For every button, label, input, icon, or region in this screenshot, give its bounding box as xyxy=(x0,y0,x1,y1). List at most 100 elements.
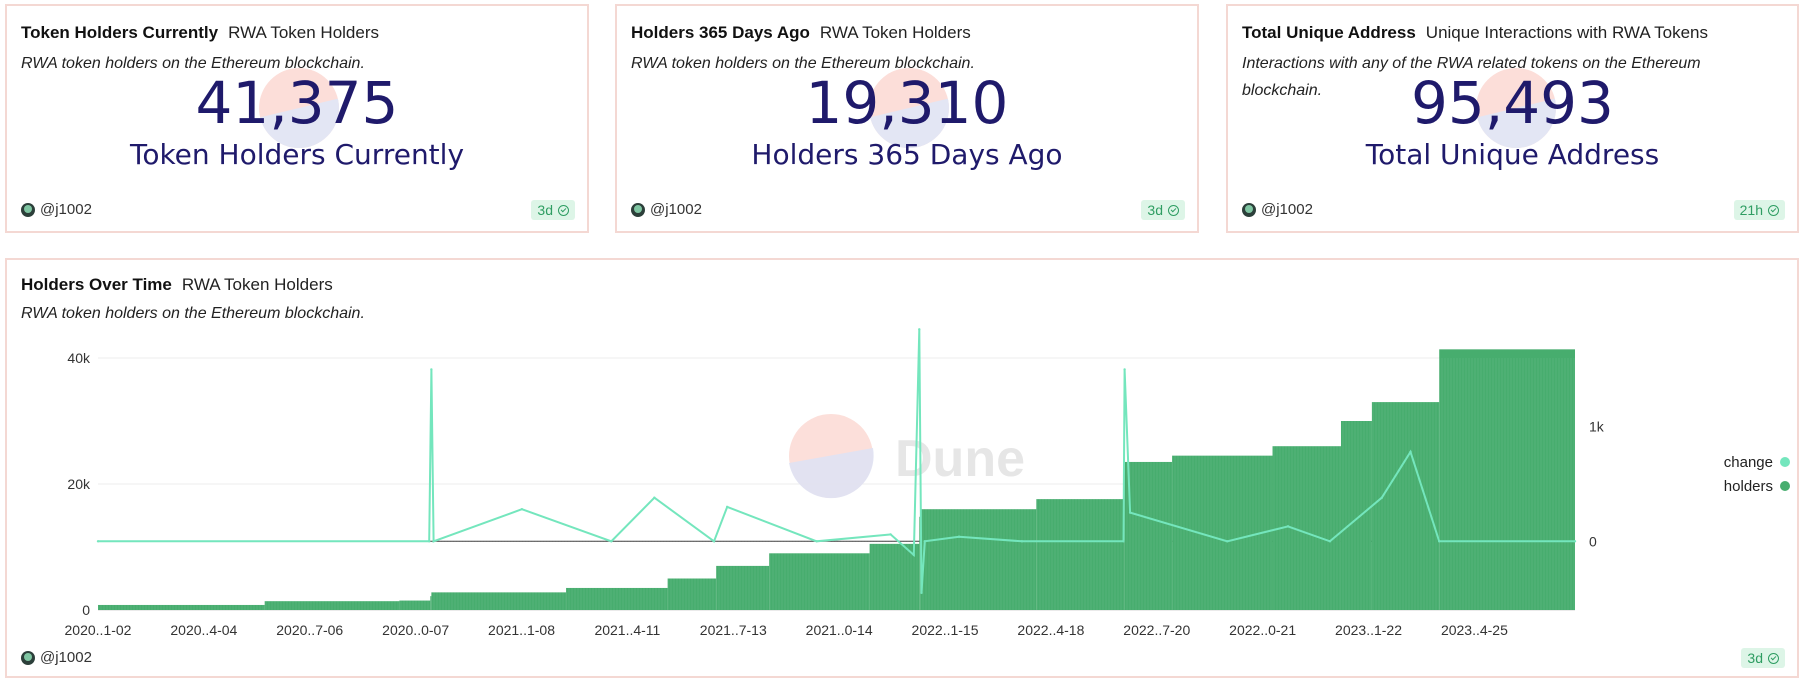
legend-label: change xyxy=(1724,454,1773,471)
change-point xyxy=(726,505,729,509)
counter-card-holders-current[interactable]: Token Holders Currently RWA Token Holders… xyxy=(5,4,589,233)
change-point xyxy=(653,496,656,499)
card-subtitle: RWA Token Holders xyxy=(181,275,333,294)
author-link[interactable]: @j1002 xyxy=(1242,201,1313,218)
holders-bar xyxy=(919,516,921,610)
y-left-tick-label: 0 xyxy=(82,602,90,618)
holders-bar xyxy=(667,578,717,610)
watermark-text: Dune xyxy=(895,430,1025,488)
age-label: 3d xyxy=(1747,650,1763,666)
change-point xyxy=(1286,525,1290,528)
refresh-badge[interactable]: 3d xyxy=(531,200,575,220)
holders-bar xyxy=(98,604,265,610)
counter-card-unique-address[interactable]: Total Unique Address Unique Interactions … xyxy=(1226,4,1799,233)
y-left-tick-label: 40k xyxy=(67,350,91,366)
counter-label: Holders 365 Days Ago xyxy=(751,138,1063,171)
x-tick-label: 2021..7-13 xyxy=(700,622,767,638)
card-description: RWA token holders on the Ethereum blockc… xyxy=(631,55,975,72)
change-point xyxy=(1020,540,1024,543)
x-tick-label: 2023..1-22 xyxy=(1335,622,1402,638)
refresh-badge[interactable]: 21h xyxy=(1733,200,1785,220)
holders-bar xyxy=(1036,499,1124,610)
dune-logo-watermark xyxy=(869,68,949,148)
x-tick-label: 2022..7-20 xyxy=(1123,622,1190,638)
y-left-tick-label: 20k xyxy=(67,476,91,492)
card-title-row: Token Holders Currently RWA Token Holders xyxy=(21,23,379,43)
author-name: @j1002 xyxy=(40,649,92,666)
change-point xyxy=(712,540,716,543)
dune-logo-watermark xyxy=(1476,68,1556,148)
change-point xyxy=(1438,540,1441,543)
age-label: 3d xyxy=(1147,202,1163,218)
age-label: 21h xyxy=(1739,202,1763,218)
avatar xyxy=(21,202,35,217)
change-point xyxy=(957,535,961,538)
holders-bar xyxy=(399,600,431,610)
refresh-badge[interactable]: 3d xyxy=(1741,648,1785,668)
change-point xyxy=(96,540,100,543)
x-tick-label: 2020..7-06 xyxy=(276,622,343,638)
x-tick-label: 2021..1-08 xyxy=(488,622,555,638)
card-description: Interactions with any of the RWA related… xyxy=(1242,55,1701,99)
change-point xyxy=(1128,511,1132,514)
avatar xyxy=(631,202,645,217)
card-title-row: Holders 365 Days Ago RWA Token Holders xyxy=(631,23,971,43)
author-name: @j1002 xyxy=(40,201,92,218)
legend-swatch xyxy=(1780,481,1790,491)
change-point xyxy=(1409,450,1412,454)
avatar xyxy=(21,650,35,665)
age-label: 3d xyxy=(537,202,553,218)
change-point xyxy=(912,553,915,557)
change-point xyxy=(1380,496,1384,499)
change-point xyxy=(1226,540,1229,543)
holders-bar xyxy=(430,596,432,610)
holders-bar xyxy=(869,543,920,610)
holders-bar xyxy=(716,565,770,610)
counter-value: 95,493 xyxy=(1411,69,1614,137)
card-title-row: Total Unique Address Unique Interactions … xyxy=(1242,23,1708,43)
y-right-tick-label: 1k xyxy=(1589,419,1605,435)
holders-chart[interactable]: Dune 0 20k 40k 0 1k 2020..1-02 2020..4-04 2020.… xyxy=(7,310,1797,670)
change-point xyxy=(815,540,818,543)
holders-bar xyxy=(1439,349,1575,610)
author-name: @j1002 xyxy=(650,201,702,218)
change-point xyxy=(1123,368,1126,371)
x-tick-label: 2021..0-14 xyxy=(806,622,873,638)
counter-value: 41,375 xyxy=(195,69,399,137)
change-point xyxy=(889,533,892,536)
x-tick-label: 2022..1-15 xyxy=(912,622,979,638)
dune-logo-watermark xyxy=(259,68,339,148)
card-title: Total Unique Address xyxy=(1242,23,1416,42)
x-tick-label: 2020..4-04 xyxy=(170,622,237,638)
author-link[interactable]: @j1002 xyxy=(21,649,92,666)
card-subtitle: Unique Interactions with RWA Tokens xyxy=(1425,23,1709,42)
counter-card-holders-365[interactable]: Holders 365 Days Ago RWA Token Holders RW… xyxy=(615,4,1199,233)
check-circle-icon xyxy=(1168,204,1179,216)
card-subtitle: RWA Token Holders xyxy=(228,23,379,42)
author-link[interactable]: @j1002 xyxy=(21,201,92,218)
x-tick-label: 2022..4-18 xyxy=(1017,622,1084,638)
counter-label: Token Holders Currently xyxy=(129,138,465,171)
holders-bar xyxy=(1124,461,1173,610)
holders-bar xyxy=(566,587,668,610)
avatar xyxy=(1242,202,1256,217)
x-tick-label: 2022..0-21 xyxy=(1229,622,1296,638)
legend-label: holders xyxy=(1724,478,1773,495)
x-tick-label: 2020..1-02 xyxy=(65,622,132,638)
author-name: @j1002 xyxy=(1261,201,1313,218)
check-circle-icon xyxy=(1768,204,1779,216)
card-title-row: Holders Over Time RWA Token Holders xyxy=(21,275,333,295)
legend-swatch xyxy=(1780,457,1790,467)
change-point xyxy=(1122,540,1125,543)
card-description: RWA token holders on the Ethereum blockc… xyxy=(21,55,365,72)
holders-bar xyxy=(1340,421,1372,610)
change-point xyxy=(432,540,435,543)
check-circle-icon xyxy=(1768,652,1779,664)
refresh-badge[interactable]: 3d xyxy=(1141,200,1185,220)
holders-bar xyxy=(920,509,1037,610)
author-link[interactable]: @j1002 xyxy=(631,201,702,218)
change-point xyxy=(427,540,431,543)
change-point xyxy=(1328,540,1332,543)
chart-card-holders-over-time[interactable]: Holders Over Time RWA Token Holders RWA t… xyxy=(5,258,1799,678)
x-tick-label: 2020..0-07 xyxy=(382,622,449,638)
